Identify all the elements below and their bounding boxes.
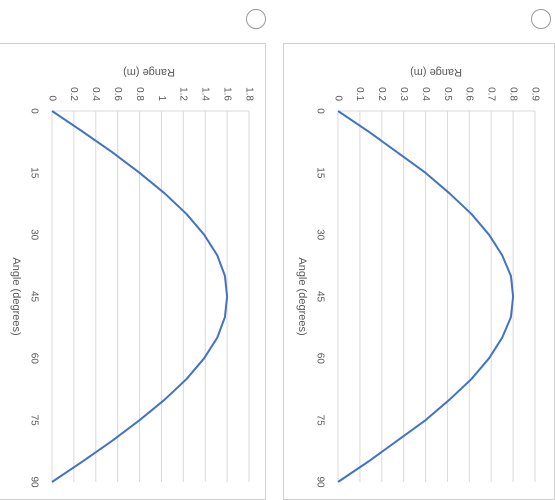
y-tick-label: 0.8 xyxy=(134,87,145,101)
y-tick-label: 0.6 xyxy=(464,87,475,101)
y-tick-label: 0.2 xyxy=(376,87,387,101)
x-tick-label: 75 xyxy=(314,415,325,427)
y-tick-label: 0.9 xyxy=(529,87,540,101)
y-tick-label: 0 xyxy=(332,95,343,101)
x-tick-label: 90 xyxy=(28,476,39,488)
y-tick-label: 1.4 xyxy=(200,87,211,101)
y-tick-label: 0.7 xyxy=(486,87,497,101)
y-tick-label: 0.4 xyxy=(420,87,431,101)
range-chart-right: 0 0.1 0.2 0.3 0.4 0.5 0.6 0.7 0.8 0.9 0 15 30 45 60 75… xyxy=(296,66,540,488)
x-tick-label: 15 xyxy=(28,167,39,179)
y-tick-label: 0.2 xyxy=(68,87,79,101)
x-tick-label: 0 xyxy=(28,108,39,114)
x-tick-label: 30 xyxy=(28,229,39,241)
select-chart-left-radio[interactable] xyxy=(246,9,266,29)
y-tick-label: 0.6 xyxy=(112,87,123,101)
x-tick-label: 60 xyxy=(314,353,325,365)
x-axis-label: Angle (degrees) xyxy=(10,257,22,335)
x-tick-label: 45 xyxy=(28,291,39,303)
x-tick-label: 75 xyxy=(28,415,39,427)
x-tick-label: 15 xyxy=(314,167,325,179)
range-chart-left: 0 0.2 0.4 0.6 0.8 1 1.2 1.4 1.6 1.8 0 15 30 45 60 75 90… xyxy=(10,66,254,488)
y-tick-label: 1.8 xyxy=(243,87,254,101)
y-tick-label: 0 xyxy=(46,95,57,101)
select-chart-right-radio[interactable] xyxy=(531,9,551,29)
y-tick-label: 0.4 xyxy=(90,87,101,101)
y-tick-label: 0.1 xyxy=(354,87,365,101)
x-tick-label: 90 xyxy=(314,476,325,488)
y-axis-label: Range (m) xyxy=(410,66,462,78)
y-tick-label: 1.6 xyxy=(221,87,232,101)
y-tick-label: 1 xyxy=(156,95,167,101)
series-line xyxy=(51,110,229,483)
x-axis-label: Angle (degrees) xyxy=(296,257,308,335)
x-tick-label: 30 xyxy=(314,229,325,241)
y-tick-label: 1.2 xyxy=(178,87,189,101)
y-tick-label: 0.3 xyxy=(398,87,409,101)
y-tick-label: 0.8 xyxy=(507,87,518,101)
series-line xyxy=(337,110,515,483)
x-tick-label: 0 xyxy=(314,108,325,114)
x-tick-label: 45 xyxy=(314,291,325,303)
x-tick-label: 60 xyxy=(28,353,39,365)
y-tick-label: 0.5 xyxy=(442,87,453,101)
chart-panel-left xyxy=(0,43,266,500)
y-axis-label: Range (m) xyxy=(123,66,175,78)
